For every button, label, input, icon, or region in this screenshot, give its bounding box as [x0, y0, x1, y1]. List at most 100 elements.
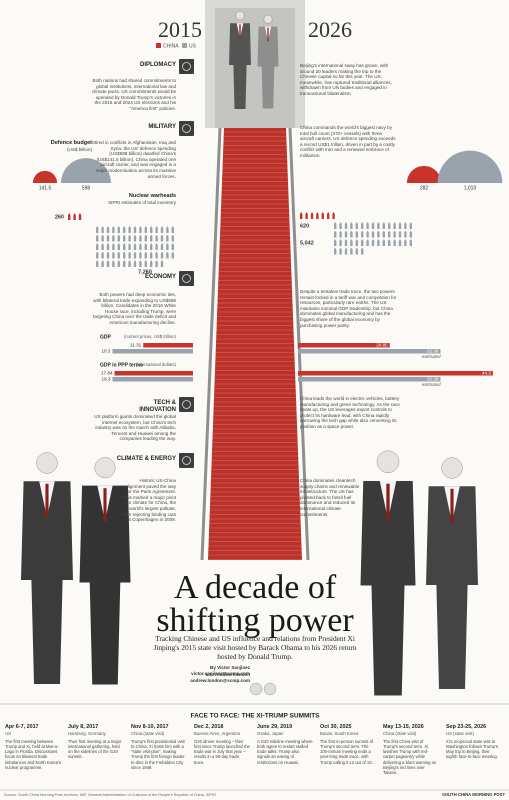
warhead-icon [106, 243, 110, 250]
warhead-icon [334, 222, 337, 229]
figure-body [360, 481, 416, 696]
warhead-icon [112, 251, 115, 259]
warhead-icon [117, 234, 120, 242]
figure-head [36, 452, 58, 474]
warhead-icon [144, 251, 147, 259]
warhead-icon [339, 230, 342, 238]
warhead-icon [123, 226, 126, 233]
warhead-icon [128, 234, 131, 242]
warhead-icon [155, 234, 158, 242]
warhead-icon [128, 243, 131, 250]
section-icon-glyph [182, 124, 191, 133]
figure-head [235, 10, 245, 21]
warhead-label: 5,042 [300, 240, 314, 246]
warhead-icon [327, 212, 330, 219]
budget-label: 598 [82, 185, 91, 191]
figure-head [94, 457, 116, 479]
gdp-label: 11.31 [130, 343, 142, 348]
summit-place: Osaka, Japan [257, 731, 284, 736]
warhead-icon [350, 222, 353, 229]
summit-place: Buenos Aires, Argentina [194, 731, 240, 736]
red-carpet [208, 128, 302, 560]
gdp-bar [114, 371, 193, 376]
warhead-icon [404, 239, 407, 246]
warhead-icon [404, 230, 407, 238]
figure [21, 452, 73, 684]
budget-semicircle [61, 158, 111, 183]
gdp-label: 18.3 [102, 377, 111, 382]
warhead-icon [300, 212, 303, 219]
warhead-icon [382, 222, 385, 229]
legend-swatch [156, 43, 161, 48]
warhead-icon [160, 226, 164, 233]
section-text-2026: China commands the world's biggest navy … [300, 125, 396, 158]
warhead-icons [300, 212, 335, 219]
gdp-label: 44.3 [482, 371, 491, 376]
warhead-icon [128, 251, 131, 259]
warhead-icon [393, 239, 396, 246]
estimate-note: estimated [422, 382, 441, 387]
warhead-icon [150, 226, 153, 233]
warhead-icon [123, 243, 126, 250]
warhead-icon [371, 222, 375, 229]
section-text-2015: Both powers had deep economic ties, with… [93, 292, 176, 325]
warhead-icon [398, 239, 402, 246]
warhead-icon [101, 234, 104, 242]
footer-brand: SOUTH CHINA MORNING POST [442, 792, 505, 797]
warhead-icon [96, 251, 99, 259]
warhead-icon [128, 226, 131, 233]
budget-label: 141.5 [39, 185, 52, 191]
warhead-icon [332, 212, 335, 219]
warhead-icon [117, 260, 120, 267]
gdp-bar [298, 371, 493, 376]
year-right: 2026 [308, 17, 352, 42]
warhead-label: 7,260 [138, 269, 152, 275]
warhead-icon [96, 243, 99, 250]
section-title: MILITARY [148, 124, 176, 130]
warhead-icon [73, 213, 76, 220]
warhead-icon [398, 222, 402, 229]
gdp-label: 32.38 [427, 349, 439, 354]
warhead-icon [355, 222, 358, 229]
summit-text: Xi's reciprocal state visit to Washingto… [446, 739, 498, 760]
warhead-icon [96, 234, 99, 242]
warhead-icon [150, 260, 153, 267]
byline: and Andrew London andrew.london@scmp.com [190, 672, 250, 683]
warhead-icon [133, 226, 137, 233]
section-text-2015: US platform giants dominated the global … [94, 414, 176, 442]
stair-steps [208, 131, 302, 560]
warhead-icon [144, 226, 147, 233]
figure [79, 457, 131, 685]
budget-semicircle [406, 165, 442, 183]
warhead-icon [316, 212, 319, 219]
warhead-icon [106, 251, 110, 259]
warhead-icon [139, 226, 142, 233]
warhead-icon [101, 226, 104, 233]
warhead-icon [123, 251, 126, 259]
budget-label: 1,010 [464, 185, 477, 191]
legend-label: CHINA [163, 43, 179, 49]
warhead-icon [377, 230, 380, 238]
warhead-icon [160, 234, 164, 242]
warhead-icon [106, 234, 110, 242]
summit-place: US [5, 731, 11, 736]
warhead-icon [96, 260, 99, 267]
figure-head [263, 14, 273, 24]
section-icon [179, 397, 194, 412]
section-title: CLIMATE & ENERGY [116, 456, 176, 462]
warhead-icon [171, 234, 174, 242]
warhead-icon [171, 226, 174, 233]
warhead-icon [150, 234, 153, 242]
chart-note: SIPRI estimates of total inventory [108, 200, 176, 205]
section-text-2026: China dominates cleantech supply chains … [300, 478, 360, 517]
section-icon [179, 271, 194, 286]
summit-place: US (state visit) [446, 731, 474, 736]
warhead-icon [160, 251, 164, 259]
figure [426, 457, 478, 689]
warhead-icon [117, 226, 120, 233]
warhead-icon [155, 226, 158, 233]
warhead-icon [150, 243, 153, 250]
warhead-icon [339, 239, 342, 246]
summit-place: China (state visit) [131, 731, 165, 736]
